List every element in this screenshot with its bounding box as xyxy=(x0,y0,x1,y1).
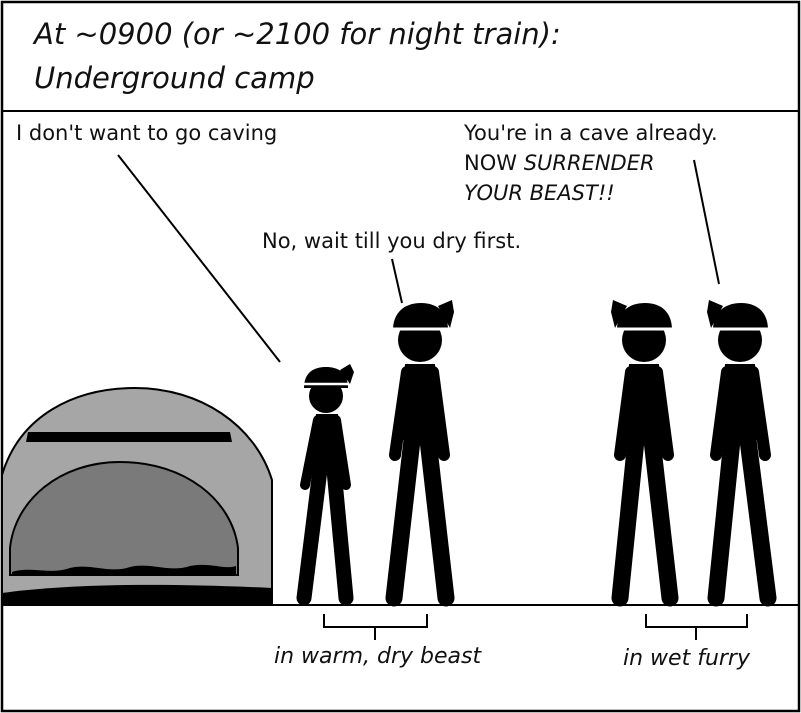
speech-right-line-2: NOW SURRENDER xyxy=(464,148,655,178)
right-group-bracket xyxy=(645,614,748,640)
speech-pointer-child xyxy=(117,154,281,363)
speech-child: I don't want to go caving xyxy=(16,121,278,145)
speech-right-line-1: You're in a cave already. xyxy=(464,121,718,145)
tent-icon xyxy=(1,386,273,606)
stick-figure-right-2-icon xyxy=(707,300,777,607)
stick-figure-child-icon xyxy=(296,364,354,606)
speech-right-now: NOW xyxy=(464,151,524,175)
speech-right-line-3: YOUR BEAST!! xyxy=(464,181,615,205)
caption-line-1: At ~0900 (or ~2100 for night train): xyxy=(34,17,561,51)
speech-parent: No, wait till you dry first. xyxy=(262,229,522,253)
speech-pointer-parent xyxy=(391,258,403,304)
stick-figure-right-1-icon xyxy=(611,300,679,607)
speech-right-surrender: SURRENDER xyxy=(523,151,655,175)
left-group-bracket xyxy=(323,614,428,640)
speech-pointer-right xyxy=(693,159,720,285)
stick-figure-parent-icon xyxy=(385,300,455,607)
label-right-group: in wet furry xyxy=(623,646,750,671)
caption-line-2: Underground camp xyxy=(34,61,315,95)
label-left-group: in warm, dry beast xyxy=(274,644,482,669)
